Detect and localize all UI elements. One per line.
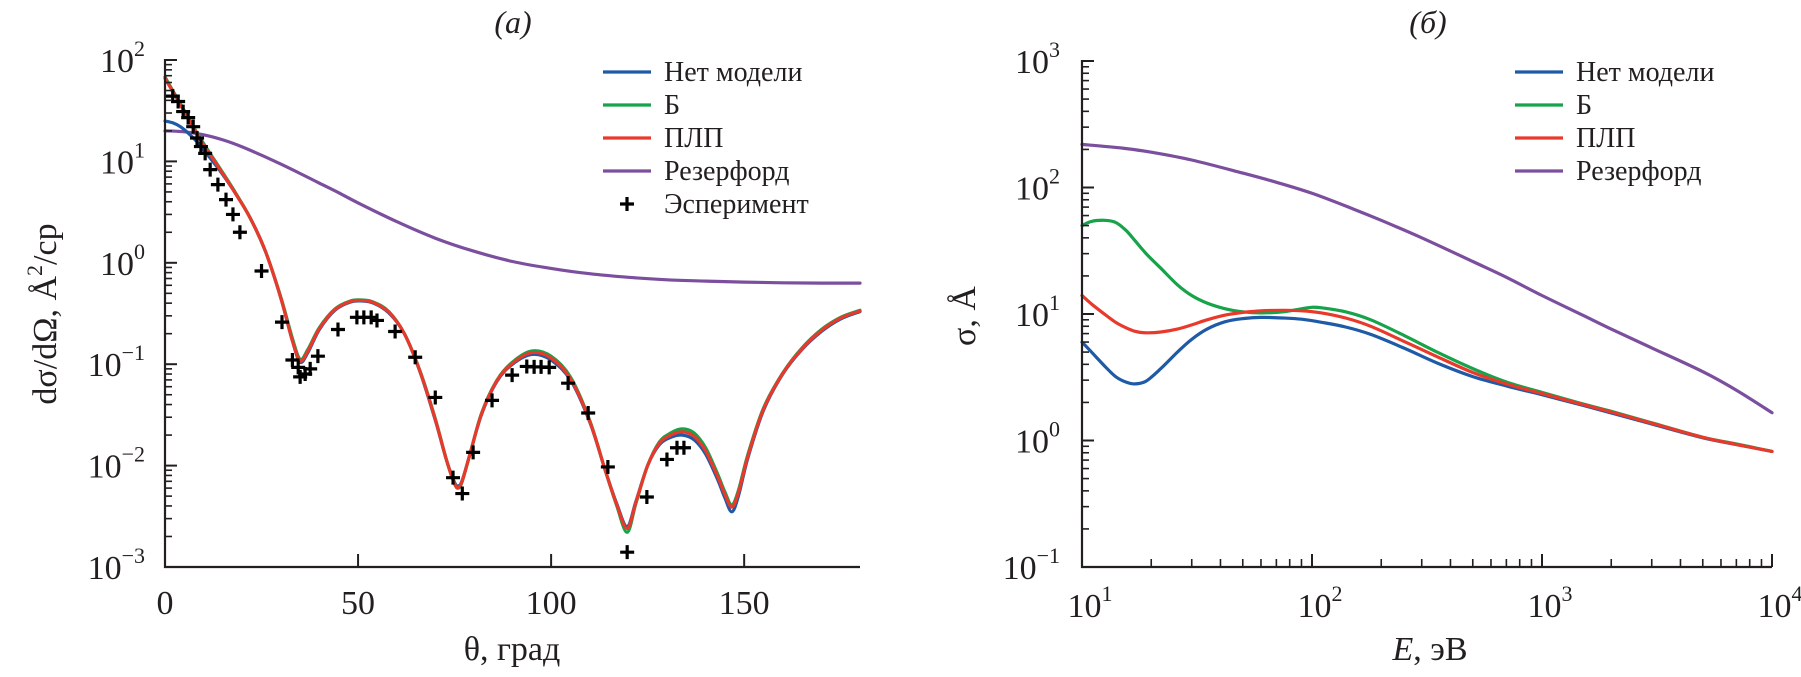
experiment-point [181,110,196,125]
x-tick-label: 104 [1758,581,1801,625]
experiment-point [232,225,247,240]
panel-a-chart: (a) 0 50 100 150 102 101 100 10−1 10−2 10−3 θ, г… [22,4,862,668]
x-tick-label: 0 [157,585,174,622]
experiment-point [219,192,234,207]
panel-b-y-tick-labels: 103 102 101 100 10−1 [1003,37,1060,587]
experiment-point [291,360,306,375]
series-line-б [163,75,862,534]
experiment-point [542,360,557,375]
panel-b-x-tick-labels: 101 102 103 104 [1068,581,1801,625]
experiment-point [388,324,403,339]
legend-marker-experiment [620,197,634,211]
y-tick-label: 103 [1015,37,1060,81]
legend-label: ПЛП [664,123,723,154]
experiment-point [600,459,615,474]
experiment-point [198,146,213,161]
series-line-резерфорд [1080,142,1774,415]
experiment-point [561,376,576,391]
legend-label: Нет модели [664,57,802,88]
x-tick-label: 100 [526,585,577,622]
y-tick-label: 101 [100,137,145,181]
y-tick-label: 100 [1015,417,1060,461]
legend-label: ПЛП [1576,123,1635,154]
experiment-point [274,315,289,330]
experiment-point [466,445,481,460]
x-tick-label: 101 [1068,581,1113,625]
experiment-point [285,353,300,368]
legend-label: Нет модели [1576,57,1714,88]
experiment-point [446,470,461,485]
y-tick-label: 102 [1015,164,1060,208]
series-line-резерфорд [163,129,862,285]
y-tick-label: 10−1 [1003,543,1060,587]
y-tick-label: 101 [1015,290,1060,334]
y-tick-label: 10−3 [88,543,145,587]
experiment-point [203,162,218,177]
experiment-point [581,406,596,421]
x-tick-label: 50 [341,585,375,622]
panel-a-y-axis-title: dσ/dΩ, Å2/ср [22,223,64,404]
panel-a-x-tick-labels: 0 50 100 150 [157,585,770,622]
experiment-point [659,452,674,467]
experiment-point [254,264,269,279]
panel-b-curves [1080,142,1774,453]
experiment-point [303,361,318,376]
experiment-point [485,393,500,408]
experiment-point [369,313,384,328]
panel-b-title: (б) [1409,4,1446,40]
panel-a-experiment-points [165,89,691,560]
series-line-плп [1080,293,1774,453]
panel-a-curves [163,75,862,534]
panel-a-axes [163,59,860,569]
experiment-point [171,94,186,109]
experiment-point [428,390,443,405]
series-line-б [1080,218,1774,453]
panel-a-title: (a) [494,4,531,40]
experiment-point [505,368,520,383]
legend-label: Резерфорд [1576,156,1701,187]
experiment-point [190,131,205,146]
panel-a-y-tick-labels: 102 101 100 10−1 10−2 10−3 [88,36,145,587]
legend-label: Б [664,90,680,121]
experiment-point [225,207,240,222]
series-line-плп [163,76,862,530]
panel-b-x-axis-title: E, эВ [1391,631,1467,668]
legend-label: Резерфорд [664,156,789,187]
experiment-point [455,486,470,501]
series-line-нет-модели [1080,315,1774,453]
experiment-point [676,440,691,455]
y-tick-label: 100 [100,239,145,283]
y-tick-label: 10−2 [88,442,145,486]
x-tick-label: 102 [1298,581,1343,625]
experiment-point [620,545,635,560]
legend-label: Эсперимент [664,189,809,220]
experiment-point [408,350,423,365]
legend-label: Б [1576,90,1592,121]
y-tick-label: 102 [100,36,145,80]
x-tick-label: 150 [719,585,770,622]
experiment-point [639,490,654,505]
y-tick-label: 10−1 [88,340,145,384]
panel-a-x-axis-title: θ, град [464,631,561,668]
experiment-point [186,119,201,134]
experiment-point [310,349,325,364]
x-tick-label: 103 [1528,581,1573,625]
panel-b-axes [1080,60,1773,569]
experiment-point [330,322,345,337]
panel-b-y-axis-title: σ, Å [946,286,983,346]
experiment-point [210,177,225,192]
